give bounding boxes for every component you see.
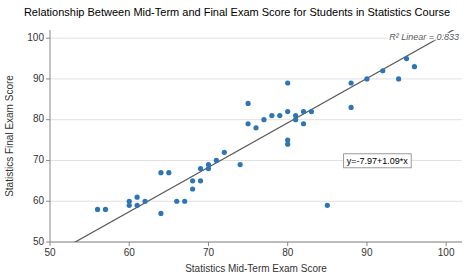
y-grid-line <box>50 201 462 202</box>
chart-container: 50 60 70 80 90 100 50 60 70 80 90 100 y=-7.97+1.09*x… <box>0 0 474 278</box>
x-tick-label: 70 <box>203 247 215 258</box>
scatter-point <box>103 207 108 212</box>
scatter-point <box>325 203 330 208</box>
scatter-point <box>142 199 147 204</box>
scatter-point <box>301 121 306 126</box>
x-tick <box>287 242 288 246</box>
y-tick-label: 70 <box>33 154 45 165</box>
scatter-point <box>190 186 195 191</box>
equation-box <box>344 154 412 168</box>
scatter-point <box>222 150 227 155</box>
y-tick <box>46 160 50 161</box>
plot-data <box>50 30 462 242</box>
x-tick-label: 90 <box>361 247 373 258</box>
scatter-point <box>293 113 298 118</box>
scatter-point <box>190 178 195 183</box>
y-tick <box>46 78 50 79</box>
y-axis-label: Statistics Final Exam Score <box>4 75 15 197</box>
scatter-point <box>404 56 409 61</box>
axes: 50 60 70 80 90 100 50 60 70 80 90 100 <box>27 30 462 258</box>
y-grid-line <box>50 242 462 243</box>
x-tick <box>208 242 209 246</box>
scatter-point <box>245 101 250 106</box>
scatter-point <box>277 113 282 118</box>
scatter-point <box>127 199 132 204</box>
x-tick-label: 60 <box>124 247 136 258</box>
scatter-point <box>348 80 353 85</box>
scatter-point <box>364 76 369 81</box>
y-axis-line <box>50 30 51 242</box>
scatter-point <box>269 113 274 118</box>
scatter-point <box>285 109 290 114</box>
scatter-point <box>158 170 163 175</box>
annotations: y=-7.97+1.09*x R² Linear = 0.833 <box>344 32 459 167</box>
x-tick-label: 80 <box>282 247 294 258</box>
scatter-point <box>412 64 417 69</box>
scatter-point <box>396 76 401 81</box>
scatter-point <box>182 199 187 204</box>
scatter-point <box>198 166 203 171</box>
scatter-point <box>135 195 140 200</box>
scatter-point <box>301 109 306 114</box>
y-grid-line <box>50 119 462 120</box>
scatter-point <box>253 125 258 130</box>
scatter-point <box>238 162 243 167</box>
y-tick-label: 80 <box>33 113 45 124</box>
x-tick <box>446 242 447 246</box>
scatter-point <box>214 158 219 163</box>
scatter-point <box>166 170 171 175</box>
scatter-point <box>380 68 385 73</box>
scatter-point <box>309 109 314 114</box>
scatter-point <box>198 178 203 183</box>
y-tick-label: 90 <box>33 73 45 84</box>
x-tick <box>129 242 130 246</box>
chart-title: Relationship Between Mid-Term and Final … <box>24 6 450 18</box>
x-tick <box>50 242 51 246</box>
y-tick <box>46 38 50 39</box>
y-tick-label: 50 <box>33 236 45 247</box>
y-tick <box>46 242 50 243</box>
r2-annotation: R² Linear = 0.833 <box>389 32 459 42</box>
x-tick-label: 100 <box>438 247 455 258</box>
y-tick-label: 100 <box>27 32 44 43</box>
x-tick <box>366 242 367 246</box>
x-axis-label: Statistics Mid-Term Exam Score <box>185 263 327 274</box>
scatter-point <box>285 80 290 85</box>
scatter-point <box>245 121 250 126</box>
scatter-point <box>174 199 179 204</box>
scatter-point <box>348 105 353 110</box>
y-tick-label: 60 <box>33 195 45 206</box>
x-tick-label: 50 <box>44 247 56 258</box>
scatter-point <box>206 162 211 167</box>
scatter-point <box>261 117 266 122</box>
scatter-point <box>135 203 140 208</box>
y-tick <box>46 201 50 202</box>
y-tick <box>46 119 50 120</box>
chart-svg: 50 60 70 80 90 100 50 60 70 80 90 100 y=-7.97+1.09*x… <box>0 0 474 278</box>
scatter-point <box>95 207 100 212</box>
regression-line <box>50 30 462 242</box>
x-axis-line <box>50 242 462 243</box>
equation-annotation: y=-7.97+1.09*x <box>347 156 409 166</box>
scatter-point <box>285 137 290 142</box>
scatter-point <box>158 211 163 216</box>
